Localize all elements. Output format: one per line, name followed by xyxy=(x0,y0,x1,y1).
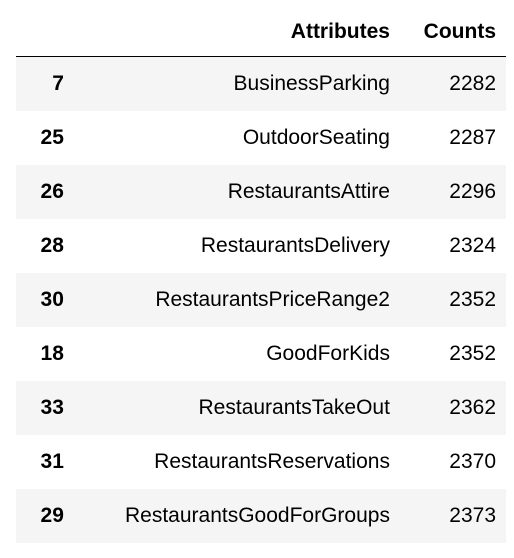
row-count: 2362 xyxy=(449,396,496,419)
table-row: 29 RestaurantsGoodForGroups 2373 xyxy=(16,489,506,543)
row-index: 28 xyxy=(40,234,64,257)
table-row: 31 RestaurantsReservations 2370 xyxy=(16,435,506,489)
table-row: 28 RestaurantsDelivery 2324 xyxy=(16,219,506,273)
row-index: 18 xyxy=(40,342,64,365)
table-row: 26 RestaurantsAttire 2296 xyxy=(16,165,506,219)
row-index: 30 xyxy=(40,288,64,311)
row-count: 2282 xyxy=(449,72,496,95)
row-attribute: RestaurantsGoodForGroups xyxy=(124,504,390,527)
table-row: 33 RestaurantsTakeOut 2362 xyxy=(16,381,506,435)
row-index: 7 xyxy=(52,72,64,95)
dataframe-table: Attributes Counts 7 BusinessParking 2282… xyxy=(16,8,506,543)
row-index: 33 xyxy=(40,396,64,419)
row-index: 31 xyxy=(40,450,64,473)
row-attribute: OutdoorSeating xyxy=(242,126,390,149)
table-header: Attributes Counts xyxy=(16,8,506,57)
row-attribute: RestaurantsTakeOut xyxy=(198,396,390,419)
row-count: 2287 xyxy=(449,126,496,149)
row-index: 26 xyxy=(40,180,64,203)
row-count: 2373 xyxy=(449,504,496,527)
table-row: 7 BusinessParking 2282 xyxy=(16,56,506,111)
row-attribute: RestaurantsPriceRange2 xyxy=(155,288,390,311)
table-row: 25 OutdoorSeating 2287 xyxy=(16,111,506,165)
row-count: 2370 xyxy=(449,450,496,473)
table-row: 18 GoodForKids 2352 xyxy=(16,327,506,381)
table-body: 7 BusinessParking 2282 25 OutdoorSeating… xyxy=(16,56,506,543)
header-row: Attributes Counts xyxy=(16,8,506,57)
header-attributes: Attributes xyxy=(73,8,400,57)
row-count: 2296 xyxy=(449,180,496,203)
header-index xyxy=(16,8,74,57)
table-row: 30 RestaurantsPriceRange2 2352 xyxy=(16,273,506,327)
row-count: 2324 xyxy=(449,234,496,257)
row-attribute: GoodForKids xyxy=(266,342,390,365)
row-count: 2352 xyxy=(449,342,496,365)
row-attribute: RestaurantsReservations xyxy=(154,450,390,473)
row-attribute: RestaurantsDelivery xyxy=(200,234,390,257)
row-attribute: BusinessParking xyxy=(233,72,390,95)
row-count: 2352 xyxy=(449,288,496,311)
row-attribute: RestaurantsAttire xyxy=(227,180,390,203)
header-counts: Counts xyxy=(399,8,506,57)
row-index: 29 xyxy=(40,504,64,527)
row-index: 25 xyxy=(40,126,64,149)
